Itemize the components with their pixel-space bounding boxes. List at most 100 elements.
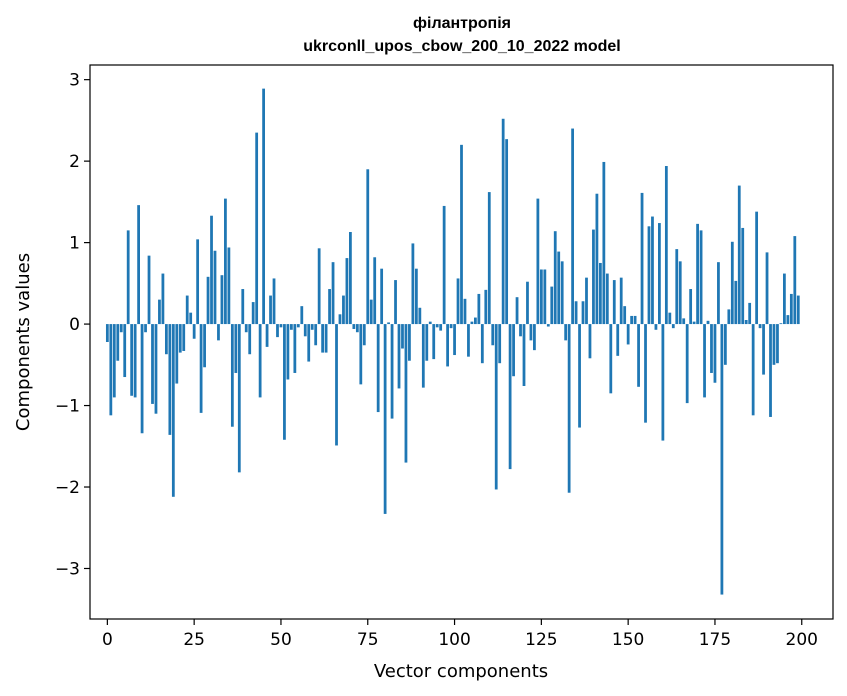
bar-63 bbox=[324, 324, 328, 353]
bar-125 bbox=[539, 269, 543, 325]
bar-191 bbox=[769, 324, 772, 417]
bar-181 bbox=[734, 280, 738, 325]
x-tick-label: 100 bbox=[438, 630, 470, 650]
bar-58 bbox=[307, 324, 311, 362]
bar-142 bbox=[598, 262, 602, 325]
bar-155 bbox=[644, 324, 647, 423]
bar-11 bbox=[144, 324, 147, 333]
bar-85 bbox=[401, 324, 404, 349]
y-axis-ticks: −3 −2 −1 0 1 2 3 bbox=[55, 71, 90, 579]
bar-169 bbox=[692, 321, 696, 325]
bar-45 bbox=[262, 88, 265, 325]
bar-18 bbox=[168, 324, 172, 435]
bar-109 bbox=[484, 289, 488, 325]
bar-31 bbox=[213, 250, 217, 325]
bar-110 bbox=[487, 192, 491, 325]
bar-77 bbox=[373, 257, 377, 325]
bar-130 bbox=[557, 251, 561, 325]
y-tick-label: −1 bbox=[55, 397, 80, 417]
bar-26 bbox=[196, 239, 200, 325]
bar-8 bbox=[133, 324, 137, 398]
bar-73 bbox=[359, 324, 363, 385]
bar-141 bbox=[595, 193, 599, 325]
bar-22 bbox=[182, 324, 186, 351]
bar-145 bbox=[609, 324, 613, 394]
y-tick-label: 2 bbox=[69, 152, 80, 172]
bar-48 bbox=[272, 278, 276, 325]
bar-1 bbox=[109, 324, 113, 416]
bar-156 bbox=[647, 226, 651, 325]
bar-47 bbox=[269, 295, 272, 325]
bar-76 bbox=[369, 299, 373, 325]
bar-80 bbox=[383, 324, 387, 514]
y-tick-label: 0 bbox=[69, 315, 80, 335]
bar-38 bbox=[237, 324, 241, 473]
bar-28 bbox=[203, 324, 206, 368]
y-tick-label: −3 bbox=[55, 559, 80, 579]
bar-187 bbox=[755, 211, 759, 325]
bar-30 bbox=[210, 215, 213, 325]
bar-111 bbox=[491, 324, 495, 346]
bar-62 bbox=[321, 324, 325, 353]
bar-163 bbox=[671, 324, 675, 329]
bar-146 bbox=[612, 280, 616, 325]
bar-89 bbox=[414, 268, 418, 325]
bar-180 bbox=[730, 241, 734, 325]
chart-title: філантропія bbox=[413, 15, 511, 32]
bar-151 bbox=[630, 315, 634, 325]
bar-53 bbox=[289, 324, 293, 330]
bar-115 bbox=[505, 139, 509, 325]
bar-185 bbox=[748, 302, 752, 325]
y-tick-label: 1 bbox=[69, 234, 80, 254]
bar-49 bbox=[276, 324, 279, 338]
bar-43 bbox=[255, 132, 259, 325]
x-tick-label: 50 bbox=[270, 630, 292, 650]
bar-75 bbox=[366, 169, 370, 325]
x-axis-label: Vector components bbox=[374, 661, 548, 682]
bar-92 bbox=[425, 324, 429, 361]
bar-93 bbox=[428, 321, 432, 325]
bar-99 bbox=[449, 324, 453, 329]
bar-6 bbox=[126, 230, 130, 325]
bar-147 bbox=[616, 324, 620, 356]
bar-189 bbox=[762, 324, 765, 375]
bar-66 bbox=[335, 324, 338, 446]
bar-88 bbox=[411, 243, 415, 325]
bar-67 bbox=[338, 314, 342, 325]
bar-44 bbox=[258, 324, 262, 398]
bar-series bbox=[105, 88, 800, 595]
bar-90 bbox=[418, 307, 422, 325]
bar-12 bbox=[147, 255, 151, 325]
bar-167 bbox=[685, 324, 689, 404]
bar-140 bbox=[592, 229, 595, 325]
bar-65 bbox=[331, 262, 335, 325]
bar-190 bbox=[765, 252, 769, 325]
bar-107 bbox=[477, 293, 481, 325]
bar-152 bbox=[633, 315, 637, 325]
bar-197 bbox=[789, 293, 793, 325]
bar-134 bbox=[571, 128, 574, 325]
bar-7 bbox=[130, 324, 134, 396]
bar-131 bbox=[560, 261, 564, 325]
bar-101 bbox=[456, 278, 460, 325]
bar-105 bbox=[470, 321, 474, 325]
bar-133 bbox=[567, 324, 571, 493]
x-tick-label: 150 bbox=[612, 630, 644, 650]
bar-35 bbox=[227, 247, 231, 325]
bar-121 bbox=[526, 281, 529, 325]
x-axis-ticks: 0 25 50 75 100 125 150 175 200 bbox=[102, 619, 818, 650]
bar-144 bbox=[605, 273, 609, 325]
bar-24 bbox=[189, 312, 193, 325]
bar-183 bbox=[741, 227, 745, 325]
bar-188 bbox=[758, 324, 762, 329]
bar-60 bbox=[314, 324, 318, 346]
bar-69 bbox=[345, 258, 349, 325]
bar-171 bbox=[699, 230, 703, 325]
bar-154 bbox=[640, 192, 644, 325]
bar-106 bbox=[474, 317, 477, 325]
bar-168 bbox=[689, 289, 693, 325]
bar-41 bbox=[248, 324, 252, 355]
bar-16 bbox=[161, 273, 165, 325]
chart-subtitle: ukrconll_upos_cbow_200_10_2022 model bbox=[303, 38, 620, 55]
